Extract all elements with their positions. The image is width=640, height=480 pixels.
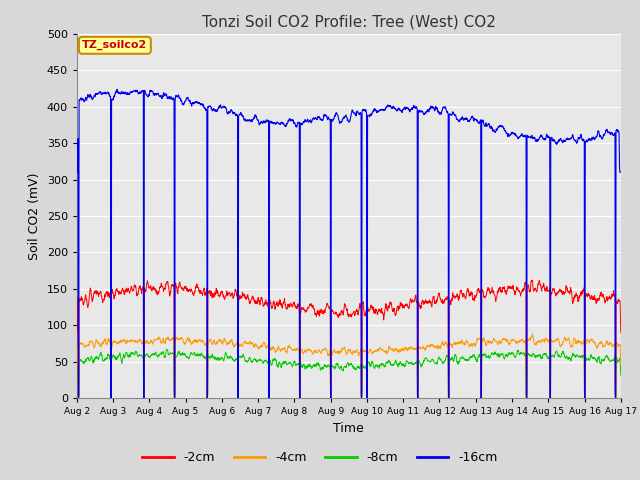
Text: TZ_soilco2: TZ_soilco2 (82, 40, 147, 50)
Legend: -2cm, -4cm, -8cm, -16cm: -2cm, -4cm, -8cm, -16cm (138, 446, 502, 469)
Y-axis label: Soil CO2 (mV): Soil CO2 (mV) (28, 172, 41, 260)
X-axis label: Time: Time (333, 422, 364, 435)
Title: Tonzi Soil CO2 Profile: Tree (West) CO2: Tonzi Soil CO2 Profile: Tree (West) CO2 (202, 15, 496, 30)
